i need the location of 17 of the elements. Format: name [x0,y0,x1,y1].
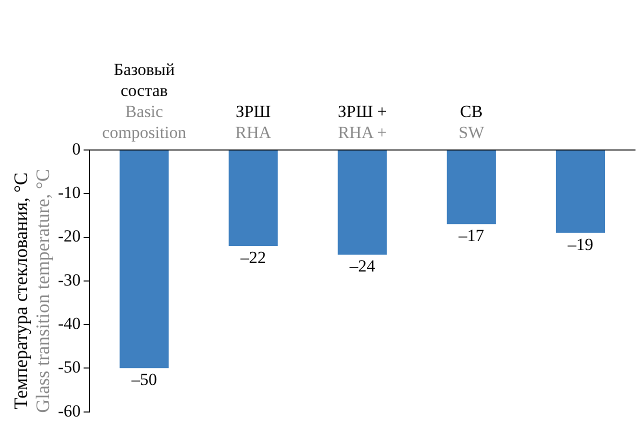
y-tick-label: 0 [72,139,81,158]
y-axis-title: Температура стеклования, °C Glass transition temperature, °C [10,168,54,413]
x-tick-label: ЗРШ RHA [235,102,272,142]
y-tick-label: -30 [58,270,81,290]
data-label: –24 [348,256,376,276]
data-label: –17 [458,226,485,246]
y-tick-label: -50 [58,358,81,377]
y-tick-label: -40 [58,314,81,333]
data-label: –19 [566,234,594,254]
data-label: –22 [240,248,266,267]
x-tick-label: ЗРШ + RHA + [338,102,387,142]
x-tick-label: СВ SW [458,102,486,142]
y-tick-label: -20 [58,226,81,246]
y-tick-label: -60 [58,401,81,420]
y-tick-label: -10 [58,183,81,202]
x-tick-label: Базовый состав Basic composition [102,60,187,142]
data-label: –50 [130,370,157,390]
